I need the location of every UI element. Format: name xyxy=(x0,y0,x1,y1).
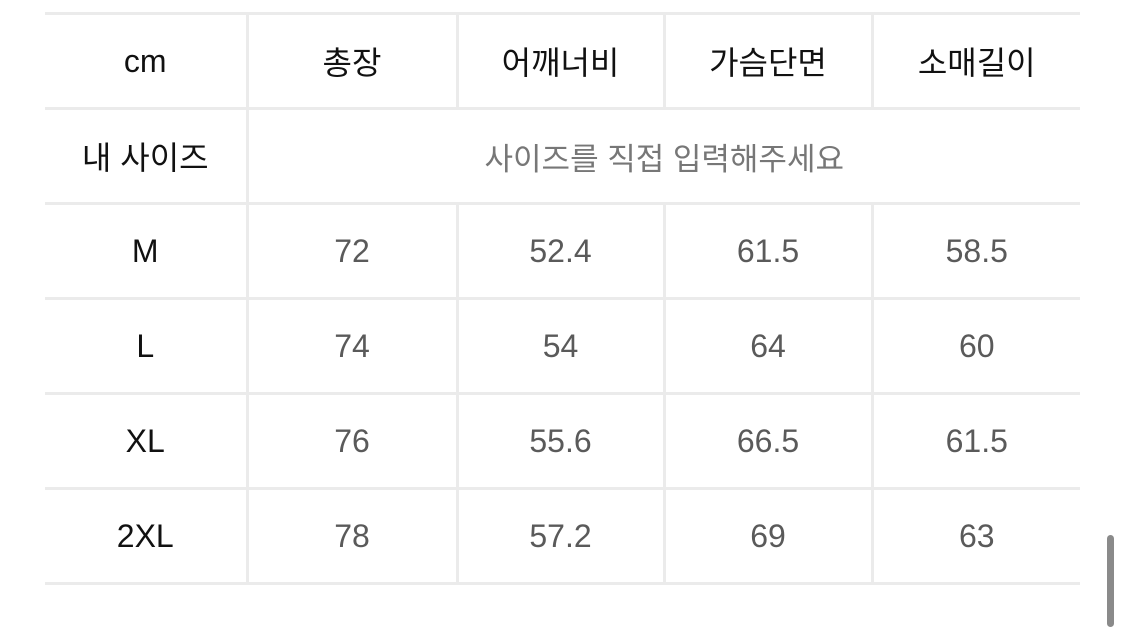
header-total-length: 총장 xyxy=(245,12,459,110)
cell-value: 72 xyxy=(245,202,459,300)
size-label: XL xyxy=(45,392,249,490)
table-row: L 74 54 64 60 xyxy=(45,297,1080,395)
my-size-row: 내 사이즈 사이즈를 직접 입력해주세요 xyxy=(45,107,1080,205)
size-table: cm 총장 어깨너비 가슴단면 소매길이 내 사이즈 사이즈를 직접 입력해주세… xyxy=(45,12,1080,585)
cell-value: 78 xyxy=(245,487,459,585)
size-label: 2XL xyxy=(45,487,249,585)
my-size-input[interactable]: 사이즈를 직접 입력해주세요 xyxy=(245,107,1080,205)
cell-value: 60 xyxy=(870,297,1080,395)
cell-value: 74 xyxy=(245,297,459,395)
cell-value: 69 xyxy=(662,487,874,585)
size-label: L xyxy=(45,297,249,395)
cell-value: 66.5 xyxy=(662,392,874,490)
header-sleeve-length: 소매길이 xyxy=(870,12,1080,110)
header-chest-width: 가슴단면 xyxy=(662,12,874,110)
cell-value: 52.4 xyxy=(455,202,666,300)
table-row: XL 76 55.6 66.5 61.5 xyxy=(45,392,1080,490)
size-label: M xyxy=(45,202,249,300)
scrollbar[interactable] xyxy=(1107,535,1114,627)
header-row: cm 총장 어깨너비 가슴단면 소매길이 xyxy=(45,12,1080,110)
my-size-label: 내 사이즈 xyxy=(45,107,249,205)
cell-value: 63 xyxy=(870,487,1080,585)
cell-value: 57.2 xyxy=(455,487,666,585)
cell-value: 61.5 xyxy=(870,392,1080,490)
cell-value: 76 xyxy=(245,392,459,490)
cell-value: 54 xyxy=(455,297,666,395)
cell-value: 61.5 xyxy=(662,202,874,300)
table-row: M 72 52.4 61.5 58.5 xyxy=(45,202,1080,300)
cell-value: 55.6 xyxy=(455,392,666,490)
header-unit: cm xyxy=(45,12,249,110)
cell-value: 64 xyxy=(662,297,874,395)
header-shoulder-width: 어깨너비 xyxy=(455,12,666,110)
table-row: 2XL 78 57.2 69 63 xyxy=(45,487,1080,585)
cell-value: 58.5 xyxy=(870,202,1080,300)
